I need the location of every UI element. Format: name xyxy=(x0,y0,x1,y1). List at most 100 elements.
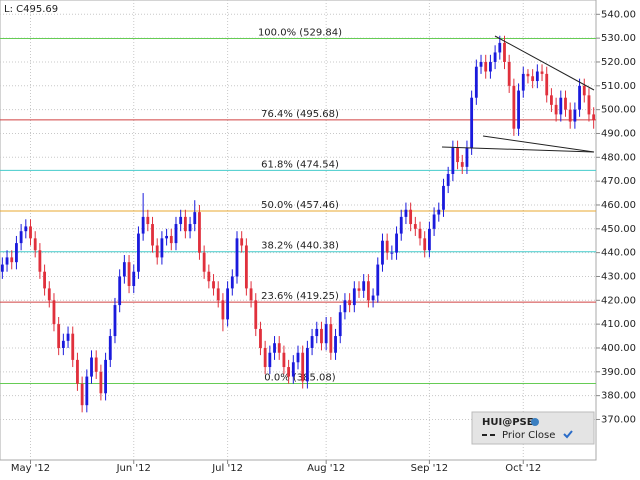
candle-body xyxy=(216,288,220,301)
fib-label: 61.8% (474.54) xyxy=(261,159,339,170)
candle-body xyxy=(315,328,319,337)
y-tick-label: 480.00 xyxy=(601,152,636,163)
candle-body xyxy=(512,85,516,129)
y-tick-label: 540.00 xyxy=(601,9,636,20)
candle-body xyxy=(221,300,225,320)
candle-body xyxy=(127,262,131,287)
candle-body xyxy=(19,231,23,244)
candle-body xyxy=(193,212,197,225)
candle-body xyxy=(0,264,4,272)
candle-body xyxy=(47,288,51,301)
candle-body xyxy=(366,281,370,301)
y-tick-label: 400.00 xyxy=(601,343,636,354)
candle-body xyxy=(33,238,37,251)
candle-body xyxy=(573,109,577,122)
trend-line xyxy=(494,35,595,91)
candle-body xyxy=(108,336,112,360)
candle-body xyxy=(507,61,511,86)
candle-body xyxy=(38,250,42,272)
candle-body xyxy=(226,288,230,320)
candle-body xyxy=(141,216,145,234)
candle-body xyxy=(413,224,417,229)
candle-body xyxy=(249,288,253,301)
y-tick-label: 490.00 xyxy=(601,128,636,139)
globe-icon[interactable] xyxy=(531,418,539,426)
candle-body xyxy=(587,95,591,115)
candle-body xyxy=(376,264,380,296)
x-tick-label: Jul '12 xyxy=(211,463,243,474)
candle-body xyxy=(503,42,506,62)
candle-body xyxy=(151,224,154,246)
candle-body xyxy=(5,257,9,265)
candle-body xyxy=(188,224,192,232)
y-tick-label: 470.00 xyxy=(601,176,636,187)
candle-body xyxy=(437,209,441,215)
candle-body xyxy=(85,376,89,406)
candle-body xyxy=(348,300,352,306)
candle-body xyxy=(29,226,32,239)
candle-body xyxy=(291,362,295,377)
x-tick-label: May '12 xyxy=(11,463,50,474)
candle-body xyxy=(320,328,323,344)
candle-body xyxy=(183,216,187,232)
candle-body xyxy=(94,357,98,372)
candle-body xyxy=(521,73,525,91)
candle-body xyxy=(479,61,483,67)
candle-body xyxy=(155,245,159,258)
candle-body xyxy=(230,276,234,289)
candle-body xyxy=(282,352,286,368)
candle-body xyxy=(493,52,497,62)
candle-body xyxy=(259,328,262,348)
candle-body xyxy=(71,333,75,360)
candle-body xyxy=(395,233,398,253)
candle-body xyxy=(24,226,28,232)
candle-body xyxy=(179,216,183,225)
candle-body xyxy=(404,209,408,217)
candle-body xyxy=(263,347,267,368)
candle-body xyxy=(61,340,65,348)
candle-body xyxy=(559,97,563,115)
candle-body xyxy=(76,359,79,384)
y-tick-label: 450.00 xyxy=(601,224,636,235)
candle-body xyxy=(460,162,464,167)
y-tick-label: 510.00 xyxy=(601,81,636,92)
candle-body xyxy=(484,61,488,72)
y-tick-label: 460.00 xyxy=(601,200,636,211)
x-tick-label: Sep '12 xyxy=(411,463,449,474)
candle-body xyxy=(118,276,122,306)
candle-body xyxy=(329,324,333,353)
candle-body xyxy=(287,367,291,377)
checkbox[interactable] xyxy=(563,430,573,439)
candle-body xyxy=(451,147,455,174)
candle-body xyxy=(198,212,201,253)
candle-body xyxy=(465,147,469,167)
candle-body xyxy=(446,173,450,186)
plot-area xyxy=(0,0,597,461)
candle-body xyxy=(334,336,337,353)
candle-body xyxy=(550,95,553,105)
candle-body xyxy=(564,97,567,110)
candle-body xyxy=(212,281,215,289)
candle-body xyxy=(343,300,347,313)
candle-body xyxy=(202,252,206,272)
candle-body xyxy=(174,224,178,244)
candle-body xyxy=(15,243,18,263)
y-tick-label: 500.00 xyxy=(601,105,636,116)
fib-label: 0.0% (385.08) xyxy=(264,373,335,384)
candle-body xyxy=(240,238,244,246)
candle-body xyxy=(409,209,413,225)
candle-body xyxy=(456,147,459,163)
candle-body xyxy=(310,336,314,348)
candle-body xyxy=(540,71,544,74)
candle-body xyxy=(362,281,366,291)
candle-body xyxy=(244,245,248,289)
candle-body xyxy=(427,228,431,251)
candle-body xyxy=(235,238,239,277)
candle-body xyxy=(578,85,581,110)
candle-body xyxy=(554,104,558,115)
candle-body xyxy=(324,324,328,344)
candle-body xyxy=(399,216,403,234)
y-tick-label: 520.00 xyxy=(601,57,636,68)
candle-body xyxy=(104,359,107,394)
